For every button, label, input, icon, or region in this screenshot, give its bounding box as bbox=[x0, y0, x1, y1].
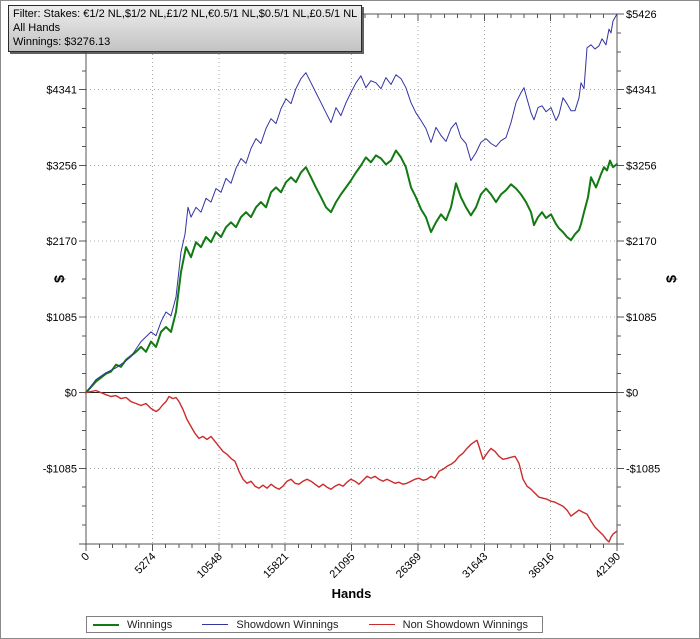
y-tick-label-left: $3256 bbox=[46, 160, 77, 172]
x-tick-label: 36916 bbox=[527, 551, 557, 581]
y-tick-label-left: $4341 bbox=[46, 85, 77, 97]
legend-item-non-showdown-winnings: Non Showdown Winnings bbox=[368, 618, 528, 631]
y-tick-label-right: $1085 bbox=[626, 312, 657, 324]
y-axis-title-right: $ bbox=[662, 275, 679, 283]
y-tick-label-left: $1085 bbox=[46, 312, 77, 324]
x-tick-label: 26369 bbox=[394, 551, 424, 581]
y-tick-label-right: $0 bbox=[626, 388, 638, 400]
legend-label-showdown-winnings: Showdown Winnings bbox=[236, 618, 339, 631]
y-tick-label-right: $5426 bbox=[626, 9, 657, 21]
filter-stakes-line: Filter: Stakes: €1/2 NL,$1/2 NL,£1/2 NL,… bbox=[13, 8, 358, 20]
series-winnings bbox=[85, 149, 618, 394]
legend-item-winnings: Winnings bbox=[93, 619, 172, 631]
y-tick-label-right: $4341 bbox=[626, 85, 657, 97]
legend-label-winnings: Winnings bbox=[127, 618, 173, 631]
x-tick-label: 15821 bbox=[261, 551, 291, 581]
x-tick-label: 42190 bbox=[593, 551, 623, 581]
y-axis-title-left: $ bbox=[50, 275, 67, 283]
x-axis-title: Hands bbox=[331, 586, 372, 601]
x-tick-label: 10548 bbox=[195, 551, 225, 581]
series-non-showdown-winnings bbox=[85, 389, 618, 543]
y-tick-label-left: $0 bbox=[65, 388, 77, 400]
y-tick-label-right: $3256 bbox=[626, 160, 657, 172]
winnings-line-swatch bbox=[93, 623, 119, 626]
x-tick-label: 5274 bbox=[133, 551, 159, 577]
legend-label-non-showdown-winnings: Non Showdown Winnings bbox=[402, 618, 528, 631]
x-tick-label: 31643 bbox=[460, 551, 490, 581]
y-tick-label-right: -$1085 bbox=[626, 463, 660, 475]
filter-winnings-line: Winnings: $3276.13 bbox=[13, 36, 111, 48]
y-tick-label-left: -$1085 bbox=[43, 463, 77, 475]
showdown-winnings-line-swatch bbox=[202, 624, 229, 625]
legend-item-showdown-winnings: Showdown Winnings bbox=[202, 618, 339, 631]
y-tick-label-left: $2170 bbox=[46, 236, 77, 248]
filter-info-box: Filter: Stakes: €1/2 NL,$1/2 NL,£1/2 NL,… bbox=[8, 5, 363, 52]
x-tick-label: 21095 bbox=[328, 551, 358, 581]
y-tick-label-right: $2170 bbox=[626, 236, 657, 248]
legend: Winnings Showdown Winnings Non Showdown … bbox=[86, 616, 543, 633]
series-showdown-winnings bbox=[85, 13, 618, 394]
x-tick-label: 0 bbox=[79, 551, 92, 564]
filter-hands-line: All Hands bbox=[13, 22, 61, 34]
non-showdown-winnings-line-swatch bbox=[368, 624, 395, 625]
